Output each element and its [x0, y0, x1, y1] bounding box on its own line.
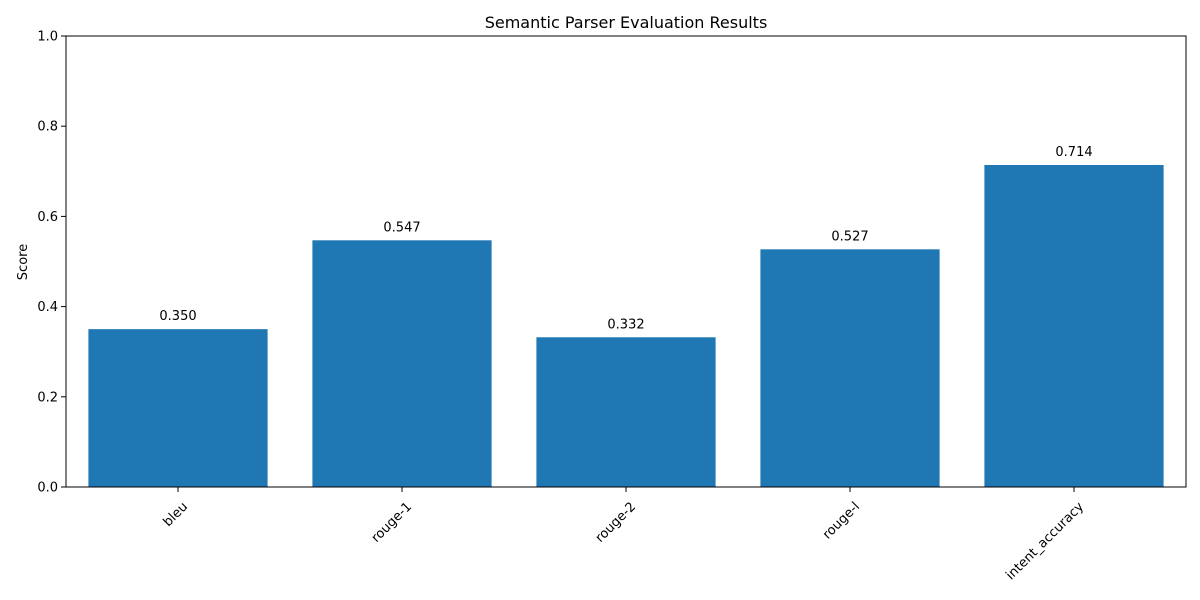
y-tick-label: 0.2 [37, 390, 58, 405]
x-tick-label: rouge-l [820, 499, 863, 542]
bar-rouge-1 [312, 240, 492, 487]
y-axis-label: Score [16, 244, 31, 280]
y-tick-label: 0.6 [37, 210, 58, 225]
bar-rouge-2 [536, 337, 716, 487]
x-tick-label: bleu [161, 499, 191, 529]
x-tick-label: intent_accuracy [1003, 499, 1087, 583]
bar-intent_accuracy [984, 164, 1164, 487]
y-tick-label: 0.8 [37, 120, 58, 135]
data-label-rouge-l: 0.527 [831, 229, 868, 244]
y-axis-ticks: 0.0 0.2 0.4 0.6 0.8 1.0 [37, 30, 66, 496]
data-labels-group: 0.350 0.547 0.332 0.527 0.714 [159, 145, 1092, 332]
data-label-rouge-2: 0.332 [607, 317, 644, 332]
data-label-rouge-1: 0.547 [383, 220, 420, 235]
data-label-bleu: 0.350 [159, 309, 196, 324]
bar-bleu [88, 329, 268, 487]
x-tick-label: rouge-2 [593, 499, 639, 545]
y-tick-label: 1.0 [37, 30, 58, 45]
chart-title: Semantic Parser Evaluation Results [485, 13, 768, 32]
plot-frame [65, 35, 1187, 488]
bar-rouge-l [760, 249, 940, 487]
x-tick-label: rouge-1 [369, 499, 415, 545]
y-tick-label: 0.0 [37, 481, 58, 496]
x-axis-ticks: bleu rouge-1 rouge-2 rouge-l intent_accuracy [161, 487, 1087, 583]
bars-group [88, 164, 1164, 487]
y-tick-label: 0.4 [37, 300, 58, 315]
data-label-intent_accuracy: 0.714 [1055, 145, 1092, 160]
